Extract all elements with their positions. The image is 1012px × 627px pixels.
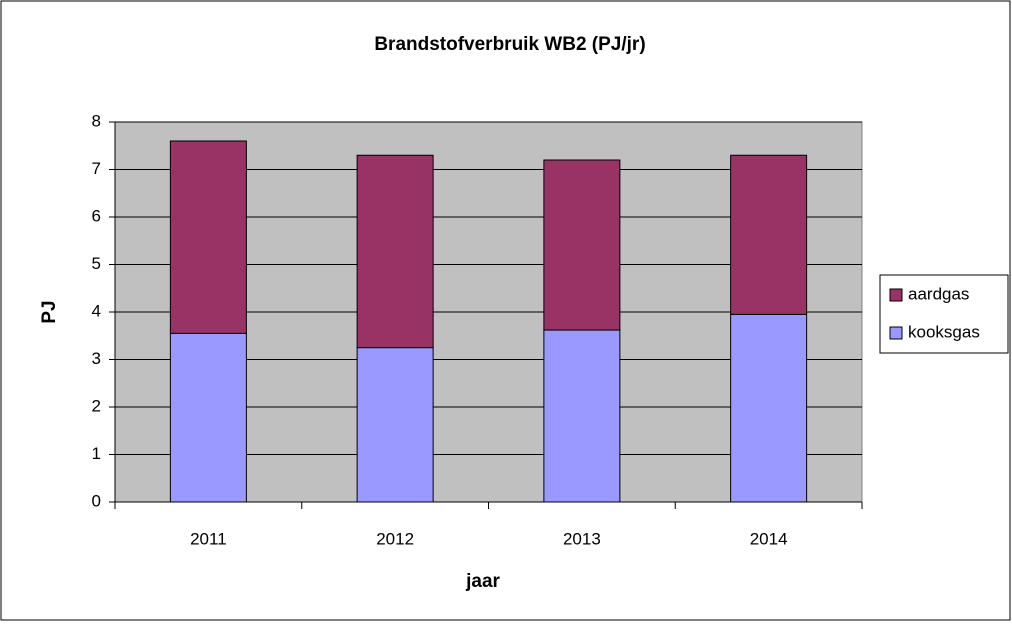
x-axis-title: jaar — [465, 571, 500, 592]
bar-segment — [356, 347, 434, 503]
legend-box — [879, 274, 1009, 354]
bar-segment — [730, 313, 808, 503]
x-tick-label: 2011 — [190, 529, 227, 548]
bar-segment — [169, 332, 247, 503]
y-axis-title: PJ — [39, 300, 60, 323]
legend-label: aardgas — [908, 284, 969, 303]
x-tick-label: 2014 — [750, 529, 788, 548]
y-tick-label: 2 — [92, 396, 101, 415]
legend-swatch — [889, 326, 903, 340]
y-tick-label: 3 — [92, 349, 101, 368]
legend-label: kooksgas — [908, 322, 980, 341]
y-tick-label: 7 — [92, 159, 101, 178]
chart-title: Brandstofverbruik WB2 (PJ/jr) — [374, 34, 645, 55]
y-tick-label: 0 — [92, 491, 101, 510]
bar-segment — [543, 329, 621, 503]
x-tick-label: 2012 — [376, 529, 414, 548]
legend-swatch — [889, 288, 903, 302]
bar-segment — [169, 140, 247, 334]
y-tick-label: 5 — [92, 254, 101, 273]
bar-segment — [543, 159, 621, 331]
y-tick-label: 4 — [92, 301, 101, 320]
y-tick-label: 6 — [92, 206, 101, 225]
bar-segment — [730, 154, 808, 315]
y-tick-label: 8 — [92, 111, 101, 130]
y-tick-label: 1 — [92, 444, 101, 463]
bar-segment — [356, 154, 434, 349]
x-tick-label: 2013 — [563, 529, 601, 548]
